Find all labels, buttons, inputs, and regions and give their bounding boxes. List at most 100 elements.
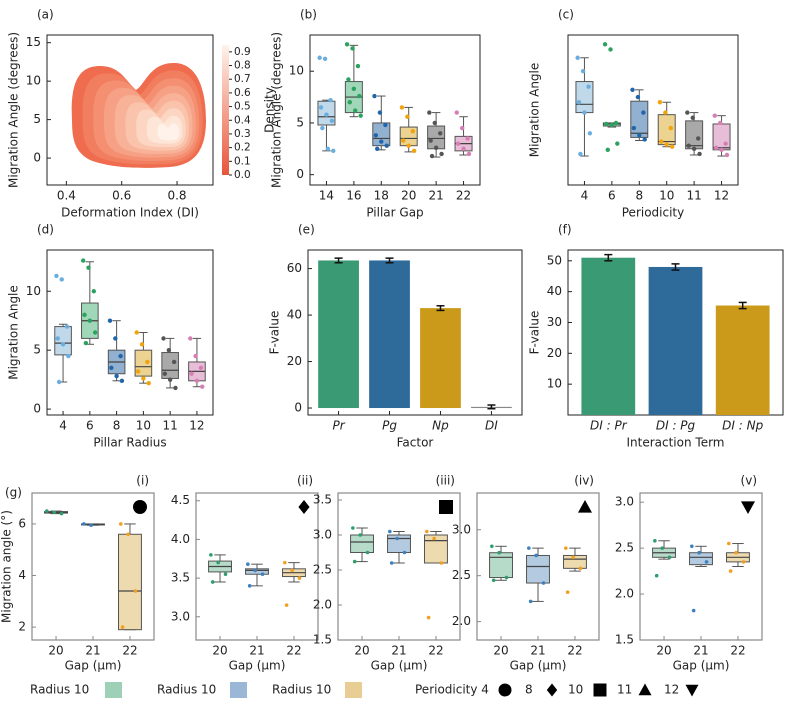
data-point [439, 151, 444, 157]
data-point [56, 379, 62, 385]
y-tick-label: 0 [33, 151, 41, 165]
data-point [724, 152, 730, 158]
data-point [713, 145, 719, 150]
panel-title: (i) [136, 474, 149, 488]
y-tick-label: 10 [26, 284, 41, 298]
data-point [663, 110, 668, 115]
density-contour [157, 123, 180, 141]
y-axis-label: F-value [268, 311, 282, 355]
bar [581, 257, 636, 415]
y-tick-label: 5 [33, 112, 41, 126]
marker-symbol [546, 683, 558, 697]
data-point [405, 114, 410, 119]
legend-label: Periodicity 4 [415, 683, 489, 697]
box [372, 122, 391, 147]
data-point [383, 122, 388, 128]
x-axis-label: Gap (μm) [371, 659, 428, 673]
colorbar-tick-label: 0.2 [234, 142, 251, 154]
x-tick-label: 22 [456, 189, 471, 203]
x-tick-label: 16 [346, 189, 361, 203]
data-point [461, 146, 466, 151]
data-point [605, 147, 610, 153]
x-tick-label: 22 [730, 644, 745, 658]
data-point [427, 110, 432, 115]
legend-swatch [105, 682, 122, 698]
legend-label: Radius 10 [272, 683, 331, 697]
data-point [641, 110, 646, 115]
y-axis-label: F-value [528, 311, 542, 355]
x-axis-label: Gap (μm) [65, 659, 122, 673]
data-point [565, 590, 570, 595]
y-tick-label: 3.0 [313, 528, 332, 542]
data-point [717, 120, 723, 126]
x-axis-label: Gap (μm) [673, 659, 730, 673]
bar [318, 260, 359, 409]
panel-title: (v) [741, 474, 757, 488]
data-point [602, 42, 608, 47]
data-point [425, 529, 429, 534]
data-point [373, 133, 379, 138]
data-point [432, 536, 436, 541]
colorbar-tick-label: 0.7 [234, 73, 251, 85]
data-point [734, 550, 738, 555]
data-point [52, 510, 56, 515]
x-tick-label: 4 [59, 419, 67, 433]
data-point [89, 523, 93, 528]
data-point [54, 273, 59, 279]
data-point [162, 371, 168, 376]
y-tick-label: 3.5 [171, 571, 190, 585]
y-axis-label: Migration Angle (degrees) [270, 32, 284, 188]
data-point [146, 380, 151, 386]
data-point [691, 608, 696, 613]
data-point [173, 385, 178, 391]
data-point [432, 120, 437, 126]
y-tick-label: 3.0 [452, 522, 471, 536]
data-point [167, 377, 173, 382]
colorbar-label: Density [263, 87, 277, 133]
data-point [654, 573, 659, 578]
y-tick-label: 5 [296, 115, 304, 129]
box [54, 326, 72, 356]
data-point [317, 55, 322, 60]
data-point [346, 77, 351, 82]
data-point [141, 376, 146, 381]
panel-title: (iv) [574, 474, 594, 488]
data-point [613, 120, 619, 126]
data-point [428, 138, 433, 143]
data-point [653, 538, 657, 543]
data-point [109, 365, 114, 371]
data-point [120, 625, 125, 629]
data-point [685, 110, 690, 115]
data-point [209, 553, 213, 557]
y-tick-label: 20 [547, 346, 562, 360]
y-tick-label: 4.5 [171, 493, 190, 507]
data-point [119, 378, 125, 384]
colorbar-tick-label: 0.0 [234, 169, 251, 181]
data-point [426, 615, 431, 620]
data-point [145, 359, 150, 365]
data-point [402, 550, 407, 555]
data-point [410, 129, 415, 134]
data-point [690, 115, 695, 120]
colorbar-tick-label: 0.4 [234, 114, 251, 126]
x-tick-label: 0.8 [167, 189, 186, 203]
x-axis-label: Pillar Gap [366, 206, 423, 220]
data-point [246, 562, 250, 566]
y-tick-label: 30 [547, 315, 562, 329]
marker-symbol [439, 500, 453, 514]
colorbar-tick-label: 0.8 [234, 60, 251, 72]
data-point [210, 580, 215, 584]
legend-label: 8 [525, 683, 533, 697]
x-tick-label: 4 [581, 189, 589, 203]
x-axis-label: Gap (μm) [510, 659, 567, 673]
data-point [395, 536, 399, 541]
data-point [697, 550, 701, 555]
y-tick-label: 2.5 [615, 541, 634, 555]
data-point [377, 110, 383, 115]
x-tick-label: 11 [163, 419, 178, 433]
marker-symbol [498, 683, 512, 697]
y-tick-label: 50 [547, 253, 562, 267]
x-tick-label: 21 [85, 644, 100, 658]
data-point [586, 84, 591, 89]
